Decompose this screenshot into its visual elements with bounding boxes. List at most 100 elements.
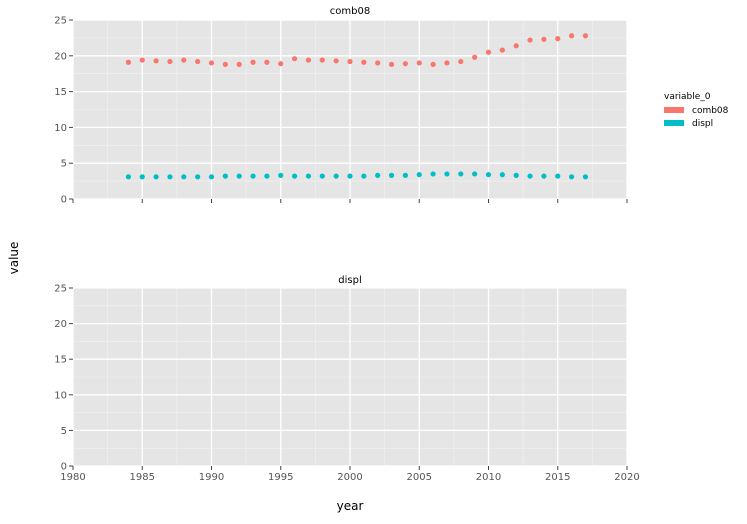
y-tick-label: 0 [61, 462, 67, 473]
y-tick-label: 5 [61, 159, 67, 170]
data-point-displ [375, 172, 381, 178]
data-point-comb08 [402, 61, 408, 67]
data-point-displ [513, 172, 519, 178]
facet-title: displ [338, 275, 361, 286]
data-point-displ [236, 173, 242, 179]
y-tick-label: 20 [54, 51, 67, 62]
data-point-displ [444, 171, 450, 177]
data-point-comb08 [250, 59, 256, 65]
data-point-displ [305, 173, 312, 179]
data-point-comb08 [361, 59, 367, 65]
data-point-displ [361, 173, 367, 179]
data-point-displ [582, 174, 589, 180]
data-point-displ [278, 172, 284, 178]
y-tick-label: 25 [54, 284, 67, 295]
data-point-comb08 [195, 58, 201, 65]
data-point-comb08 [181, 57, 187, 63]
data-point-comb08 [541, 36, 547, 42]
x-tick-label: 2005 [407, 472, 432, 483]
data-point-comb08 [319, 57, 325, 63]
data-point-displ [569, 174, 575, 180]
data-point-displ [347, 173, 353, 179]
data-point-comb08 [375, 60, 381, 66]
data-point-comb08 [527, 37, 533, 43]
data-point-displ [416, 172, 422, 178]
data-point-displ [485, 172, 492, 178]
data-point-comb08 [153, 58, 159, 64]
data-point-comb08 [430, 61, 436, 67]
data-point-comb08 [582, 33, 589, 39]
data-point-displ [208, 174, 215, 180]
data-point-displ [250, 173, 256, 179]
data-point-comb08 [444, 60, 450, 66]
data-point-comb08 [264, 59, 270, 65]
y-tick-label: 15 [54, 87, 67, 98]
x-tick-label: 2015 [545, 472, 570, 483]
data-point-comb08 [569, 33, 575, 39]
data-point-displ [139, 174, 145, 180]
y-tick-label: 5 [61, 426, 67, 437]
data-point-comb08 [236, 61, 242, 67]
series-comb08 [125, 33, 589, 67]
data-point-comb08 [472, 54, 478, 60]
x-tick-label: 2020 [614, 472, 639, 483]
data-point-comb08 [222, 61, 228, 67]
x-tick-label: 2010 [476, 472, 501, 483]
facet-panel-comb08: 0 5 10 15 20 25 comb08 [54, 6, 628, 206]
data-point-displ [541, 173, 547, 179]
data-point-displ [388, 172, 395, 178]
data-point-comb08 [278, 61, 284, 67]
data-point-comb08 [458, 58, 464, 65]
data-point-displ [472, 171, 478, 177]
x-axis-title: year [337, 499, 364, 513]
facet-title: comb08 [330, 6, 370, 17]
data-point-displ [153, 174, 159, 180]
data-point-displ [292, 173, 298, 179]
data-point-displ [499, 172, 505, 178]
facet-panel-displ: 0 5 10 15 20 25 1980 1985 1990 1995 2000 2005 2010 20… [54, 275, 639, 483]
data-point-comb08 [388, 61, 395, 67]
y-tick-label: 20 [54, 319, 67, 330]
data-point-comb08 [292, 56, 298, 62]
data-point-displ [458, 171, 464, 177]
y-tick-label: 0 [61, 195, 67, 206]
data-point-comb08 [347, 58, 353, 65]
data-point-comb08 [555, 36, 561, 42]
data-point-displ [181, 174, 187, 180]
data-point-displ [195, 174, 201, 180]
y-tick-label: 15 [54, 355, 67, 366]
x-tick-label: 1990 [199, 472, 224, 483]
data-point-comb08 [125, 59, 131, 65]
data-point-comb08 [499, 47, 505, 53]
data-point-comb08 [416, 60, 422, 66]
data-point-comb08 [208, 60, 215, 66]
data-point-displ [319, 173, 325, 179]
y-tick-label: 10 [54, 390, 67, 401]
legend-swatch-displ [664, 120, 684, 126]
data-point-displ [222, 173, 228, 179]
data-point-displ [402, 172, 408, 178]
data-point-comb08 [485, 49, 492, 55]
x-tick-label: 1980 [60, 472, 85, 483]
data-point-displ [264, 173, 270, 179]
legend-title: variable_0 [664, 92, 711, 102]
legend-label-comb08: comb08 [692, 106, 729, 116]
data-point-displ [527, 173, 533, 179]
data-point-displ [333, 173, 339, 179]
data-point-comb08 [333, 58, 339, 64]
legend-label-displ: displ [692, 119, 713, 129]
x-tick-label: 1985 [130, 472, 155, 483]
x-tick-label: 2000 [337, 472, 362, 483]
data-point-displ [167, 174, 173, 180]
y-tick-label: 10 [54, 123, 67, 134]
x-tick-label: 1995 [268, 472, 293, 483]
data-point-comb08 [167, 58, 173, 65]
legend: variable_0 comb08 displ [664, 92, 729, 129]
legend-swatch-comb08 [664, 107, 684, 113]
data-point-displ [555, 173, 561, 179]
data-point-displ [125, 174, 131, 180]
data-point-comb08 [513, 43, 519, 49]
series-displ [125, 171, 589, 180]
